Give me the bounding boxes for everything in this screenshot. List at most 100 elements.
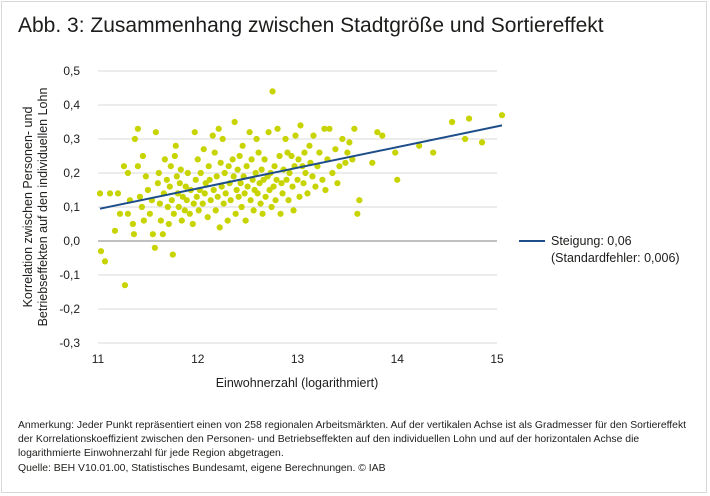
data-point	[279, 190, 286, 197]
data-point	[212, 207, 219, 214]
source-text: Quelle: BEH V10.01.00, Statistisches Bun…	[18, 463, 386, 474]
data-point	[129, 220, 137, 228]
data-point	[252, 169, 259, 177]
data-point	[230, 173, 237, 180]
data-point	[163, 176, 170, 183]
data-point	[392, 149, 399, 156]
data-point	[277, 210, 284, 217]
data-point	[190, 200, 197, 207]
grid-lines	[98, 70, 497, 344]
data-point	[140, 217, 147, 224]
data-point	[134, 163, 141, 170]
data-point	[278, 180, 285, 187]
data-point	[216, 224, 223, 231]
data-point	[336, 163, 343, 170]
x-tick-label: 12	[191, 352, 205, 366]
data-point	[155, 169, 162, 177]
x-tick-label: 14	[391, 352, 405, 366]
note-text: Anmerkung: Jeder Punkt repräsentiert ein…	[18, 420, 687, 459]
data-point	[304, 190, 311, 197]
data-point	[302, 169, 309, 177]
y-tick-label: 0,5	[63, 64, 80, 78]
data-point	[351, 125, 358, 132]
data-point	[171, 152, 178, 160]
data-point	[319, 176, 326, 183]
data-point	[379, 132, 386, 139]
data-point	[273, 176, 280, 183]
legend-label: Steigung: 0,06	[551, 234, 632, 248]
data-point	[296, 193, 303, 200]
data-point	[322, 186, 329, 194]
y-tick-label: 0,4	[63, 98, 80, 112]
data-point	[225, 163, 232, 170]
data-point	[248, 156, 255, 163]
data-point	[161, 156, 168, 163]
data-point	[247, 197, 254, 204]
data-point	[233, 186, 240, 194]
data-point	[344, 149, 351, 156]
data-point	[316, 149, 323, 156]
y-tick-labels: -0,3 -0,2 -0,1 0,0 0,1 0,2 0,3 0,4 0,5	[59, 64, 80, 350]
x-tick-label: 11	[92, 352, 105, 366]
data-point	[152, 129, 159, 136]
data-point	[232, 210, 239, 217]
data-point	[349, 156, 356, 163]
data-point	[369, 159, 376, 166]
data-point	[207, 197, 214, 204]
data-point	[191, 129, 198, 136]
data-point	[236, 152, 243, 160]
data-point	[215, 125, 222, 132]
regression-line-group	[99, 124, 503, 210]
data-point	[164, 203, 171, 211]
data-point	[394, 176, 401, 183]
data-point	[334, 180, 341, 187]
data-point	[154, 180, 161, 187]
data-point	[157, 217, 164, 224]
data-point	[221, 169, 228, 177]
data-point	[186, 210, 193, 217]
data-point	[177, 166, 184, 173]
data-point	[262, 193, 269, 200]
data-point	[257, 200, 264, 207]
data-point	[193, 193, 200, 200]
data-point	[201, 190, 208, 197]
data-point	[253, 135, 260, 143]
data-point	[282, 135, 289, 143]
data-point	[134, 125, 141, 132]
data-point	[138, 203, 145, 211]
data-point	[356, 197, 363, 204]
data-point	[274, 125, 281, 132]
data-point	[144, 186, 151, 194]
data-point	[374, 129, 381, 136]
scatter-chart: -0,3-0,2-0,10,00,10,20,30,40,5 11 12 13 14 1…	[21, 64, 680, 390]
data-point	[142, 173, 149, 180]
data-point	[478, 139, 486, 146]
data-point	[231, 118, 238, 126]
data-point	[276, 152, 283, 160]
data-point	[181, 207, 188, 214]
data-point	[120, 163, 128, 170]
y-axis-label-line: Korrelation zwischen Personen- und	[21, 107, 35, 308]
data-point	[465, 115, 473, 122]
data-point	[172, 142, 179, 149]
data-point	[288, 152, 295, 160]
legend-label: (Standardfehler: 0,006)	[551, 251, 680, 265]
data-point	[246, 129, 253, 136]
data-point	[121, 282, 129, 289]
data-point	[210, 186, 217, 194]
data-point	[136, 193, 143, 200]
data-point	[151, 244, 158, 251]
data-point	[283, 176, 290, 183]
data-point	[169, 251, 176, 258]
data-point	[229, 156, 236, 163]
data-point	[259, 210, 266, 217]
data-point	[213, 173, 220, 180]
data-point	[124, 210, 132, 217]
data-point	[204, 214, 211, 221]
y-axis-label-line: Betriebseffekten auf den individuellen L…	[36, 88, 50, 327]
figure-notes: Anmerkung: Jeder Punkt repräsentiert ein…	[18, 419, 698, 476]
data-point	[101, 258, 109, 265]
data-point	[265, 129, 272, 136]
data-point	[239, 142, 246, 149]
